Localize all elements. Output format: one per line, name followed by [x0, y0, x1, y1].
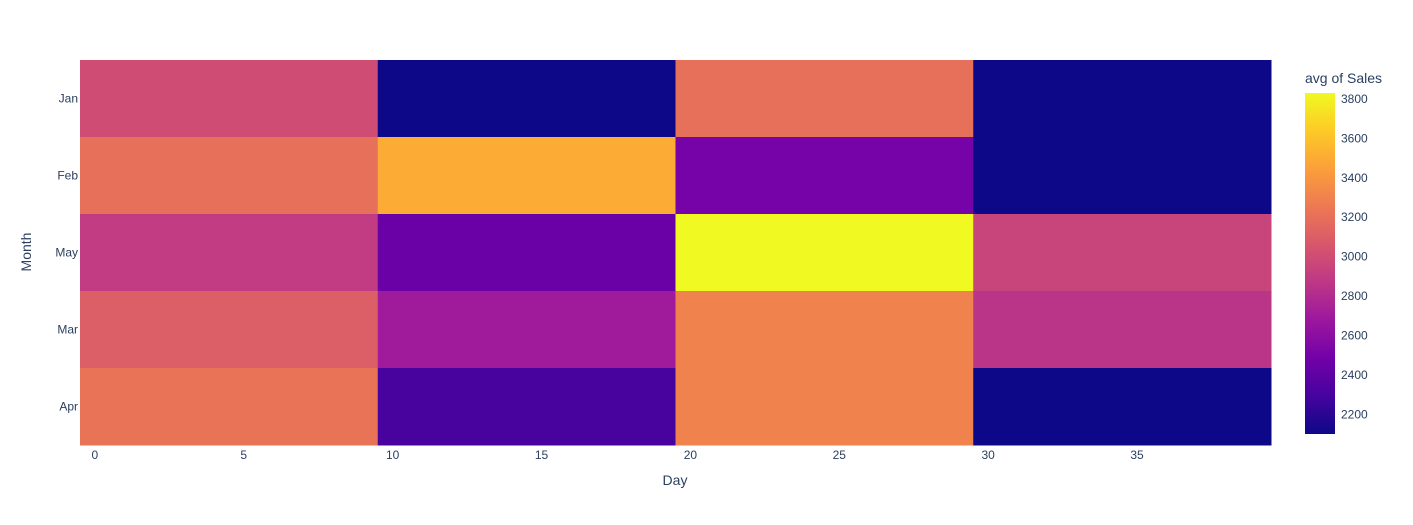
heatmap-cell-mar-3 [973, 291, 1272, 369]
colorbar-tick-label: 3000 [1341, 250, 1368, 264]
y-axis-title: Month [18, 233, 34, 272]
x-axis-title: Day [663, 472, 688, 488]
y-tick-label: Mar [57, 323, 78, 337]
heatmap-cell-may-1 [377, 214, 676, 292]
colorbar-title: avg of Sales [1305, 70, 1382, 86]
heatmap-cell-jan-3 [973, 60, 1272, 138]
heatmap-cell-feb-0 [80, 137, 379, 215]
heatmap-cell-jan-0 [80, 60, 379, 138]
colorbar-tick-label: 2200 [1341, 407, 1368, 421]
x-tick-label: 10 [386, 448, 400, 462]
x-tick-label: 15 [535, 448, 549, 462]
x-axis-ticks: 0 5 10 15 20 25 30 35 [92, 448, 1144, 462]
colorbar-tick-label: 2800 [1341, 289, 1368, 303]
heatmap-cell-mar-1 [377, 291, 676, 369]
heatmap-cells [80, 60, 1272, 446]
y-axis-ticks: Jan Feb May Mar Apr [55, 92, 78, 414]
y-tick-label: Feb [57, 169, 78, 183]
heatmap-cell-apr-2 [675, 368, 974, 446]
x-tick-label: 30 [981, 448, 995, 462]
x-tick-label: 5 [240, 448, 247, 462]
colorbar-tick-label: 2600 [1341, 328, 1368, 342]
heatmap-cell-jan-2 [675, 60, 974, 138]
colorbar-tick-label: 3800 [1341, 92, 1368, 106]
heatmap-cell-mar-0 [80, 291, 379, 369]
heatmap-cell-feb-1 [377, 137, 676, 215]
colorbar-tick-label: 3600 [1341, 131, 1368, 145]
heatmap-cell-may-3 [973, 214, 1272, 292]
colorbar-tick-label: 2400 [1341, 368, 1368, 382]
heatmap-cell-jan-1 [377, 60, 676, 138]
heatmap-cell-may-2 [675, 214, 974, 292]
colorbar-tick-label: 3400 [1341, 171, 1368, 185]
heatmap-cell-apr-3 [973, 368, 1272, 446]
y-tick-label: May [55, 246, 78, 260]
x-tick-label: 35 [1130, 448, 1144, 462]
heatmap-cell-feb-2 [675, 137, 974, 215]
colorbar: avg of Sales 2200 2400 2600 2800 3000 3200 340… [1305, 70, 1382, 434]
x-tick-label: 20 [684, 448, 698, 462]
y-tick-label: Jan [59, 92, 78, 106]
colorbar-tick-label: 3200 [1341, 210, 1368, 224]
x-tick-label: 25 [833, 448, 847, 462]
heatmap-cell-apr-1 [377, 368, 676, 446]
y-tick-label: Apr [59, 400, 78, 414]
heatmap-cell-feb-3 [973, 137, 1272, 215]
colorbar-bar [1305, 93, 1335, 434]
heatmap-cell-mar-2 [675, 291, 974, 369]
heatmap-cell-may-0 [80, 214, 379, 292]
heatmap-cell-apr-0 [80, 368, 379, 446]
colorbar-ticks: 2200 2400 2600 2800 3000 3200 3400 3600 3800 [1341, 92, 1368, 421]
x-tick-label: 0 [92, 448, 99, 462]
